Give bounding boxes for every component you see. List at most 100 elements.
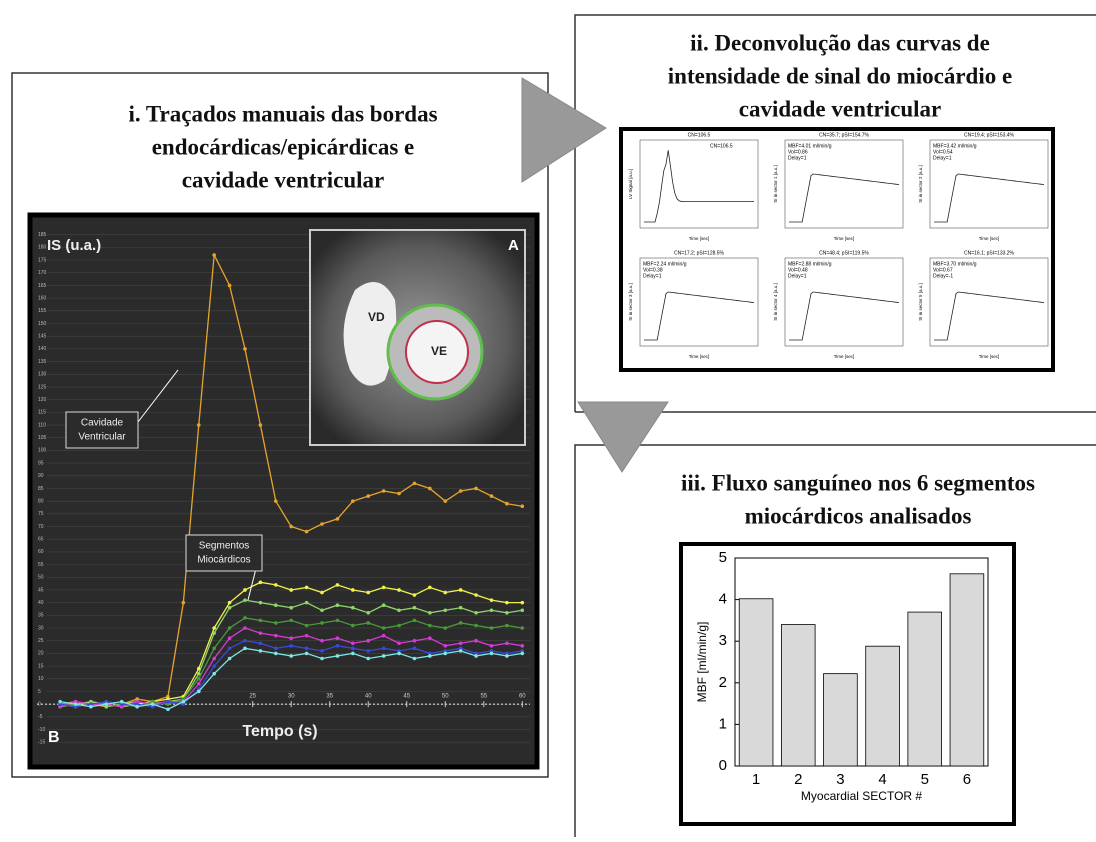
series-point	[274, 647, 278, 651]
y-axis-label: MBF [ml/min/g]	[695, 622, 709, 703]
y-tick-label: 185	[38, 232, 47, 238]
series-point	[443, 626, 447, 630]
y-tick-label: -10	[38, 727, 45, 733]
mini-title: CN=16.1; pSI=133.2%	[964, 250, 1015, 256]
x-tick-label: 5	[921, 771, 929, 788]
mini-xlabel: Time [sec]	[834, 236, 855, 241]
mini-ylabel: SI in sector 4 [a.u.]	[773, 283, 778, 321]
y-tick-label: 1	[719, 715, 727, 732]
series-point	[520, 644, 524, 648]
bar	[781, 625, 815, 766]
series-point	[474, 639, 478, 643]
series-point	[459, 588, 463, 592]
series-point	[320, 639, 324, 643]
y-tick-label: 60	[38, 549, 44, 555]
y-tick-label: 4	[719, 591, 727, 608]
series-point	[413, 606, 417, 610]
y-tick-label: 70	[38, 524, 44, 530]
series-point	[274, 603, 278, 607]
bar	[866, 646, 900, 766]
annotation-text: Ventricular	[78, 432, 126, 443]
y-tick-label: 160	[38, 295, 47, 301]
mini-title: CN=19.4; pSI=153.4%	[964, 132, 1015, 138]
series-point	[305, 530, 309, 534]
series-point	[505, 641, 509, 645]
series-point	[243, 639, 247, 643]
series-point	[397, 492, 401, 496]
series-point	[366, 611, 370, 615]
series-point	[459, 489, 463, 493]
x-tick-label: 4	[878, 771, 886, 788]
series-point	[212, 253, 216, 257]
x-tick-label: 3	[836, 771, 844, 788]
series-point	[228, 626, 232, 630]
y-tick-label: 25	[38, 638, 44, 644]
annotation-text: Segmentos	[199, 541, 250, 552]
series-point	[351, 624, 355, 628]
series-point	[212, 647, 216, 651]
y-tick-label: 3	[719, 632, 727, 649]
x-tick-label: 60	[519, 694, 526, 700]
series-point	[197, 423, 201, 427]
x-tick-label: 6	[963, 771, 971, 788]
y-tick-label: 110	[38, 422, 46, 428]
y-tick-label: 95	[38, 460, 44, 466]
series-point	[443, 608, 447, 612]
series-point	[490, 652, 494, 656]
panel-title: ii. Deconvolução das curvas de	[690, 30, 990, 55]
series-point	[366, 494, 370, 498]
series-point	[105, 702, 109, 706]
series-point	[259, 601, 263, 605]
mini-title: CN=35.7; pSI=154.7%	[819, 132, 870, 138]
series-point	[428, 611, 432, 615]
x-tick-label: 2	[794, 771, 802, 788]
series-point	[243, 626, 247, 630]
y-tick-label: 100	[38, 448, 47, 454]
series-point	[305, 586, 309, 590]
series-point	[228, 284, 232, 288]
series-point	[212, 664, 216, 668]
mini-axes	[640, 140, 758, 228]
series-point	[520, 626, 524, 630]
y-tick-label: 2	[719, 674, 727, 691]
series-point	[305, 634, 309, 638]
series-point	[274, 634, 278, 638]
annotation-text: Miocárdicos	[197, 555, 250, 566]
series-point	[243, 598, 247, 602]
y-tick-label: 165	[38, 283, 47, 289]
mini-ylabel: SI in sector 2 [a.u.]	[918, 165, 923, 203]
lv-label: VE	[431, 344, 447, 358]
series-point	[259, 619, 263, 623]
y-tick-label: 85	[38, 486, 44, 492]
mini-title: CN=48.4; pSI=119.5%	[819, 250, 869, 256]
y-axis-label: IS (u.a.)	[47, 237, 101, 254]
figure: -15-10-505101520253035404550556065707580…	[0, 0, 1096, 837]
series-point	[336, 644, 340, 648]
annotation-text: Cavidade	[81, 418, 124, 429]
arrow-right	[522, 78, 606, 182]
y-tick-label: 5	[38, 689, 41, 695]
corner-label: B	[48, 729, 60, 746]
rv-label: VD	[368, 310, 385, 324]
series-point	[320, 591, 324, 595]
mini-note: Delay=-1	[933, 273, 953, 279]
series-point	[413, 619, 417, 623]
y-tick-label: 105	[38, 435, 47, 441]
y-tick-label: 0	[719, 757, 727, 774]
series-point	[243, 647, 247, 651]
series-point	[366, 639, 370, 643]
y-tick-label: 20	[38, 651, 44, 657]
series-point	[490, 626, 494, 630]
series-point	[274, 583, 278, 587]
series-point	[212, 626, 216, 630]
series-point	[228, 606, 232, 610]
series-point	[474, 611, 478, 615]
series-point	[366, 657, 370, 661]
y-tick-label: 145	[38, 334, 47, 340]
x-tick-label: 25	[249, 694, 256, 700]
series-point	[505, 654, 509, 658]
series-point	[397, 588, 401, 592]
series-point	[197, 677, 201, 681]
series-point	[289, 654, 293, 658]
